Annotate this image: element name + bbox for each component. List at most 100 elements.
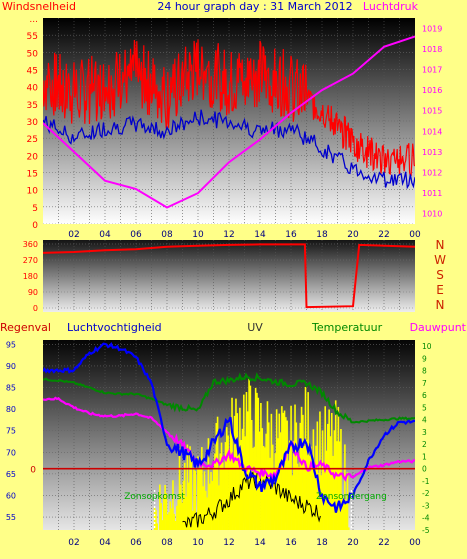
pressure-y-tick: 1014 — [422, 127, 442, 136]
direction-series — [43, 243, 415, 309]
direction-y-tick: 90 — [28, 288, 38, 297]
temperature-y-tick: 8 — [422, 367, 427, 376]
x-tick-label: 12 — [223, 538, 234, 548]
humidity-y-tick: 60 — [6, 491, 16, 500]
climate-series — [43, 342, 415, 530]
wind-series — [43, 35, 415, 209]
x-tick-label: 04 — [99, 230, 111, 240]
wind-y-tick: 35 — [27, 101, 38, 111]
x-tick-label: 18 — [316, 538, 328, 548]
wind-y-tick: 5 — [32, 204, 38, 214]
wind-average-line — [43, 109, 415, 190]
wind-y-tick: 20 — [27, 152, 39, 162]
humidity-y-tick: 85 — [6, 384, 16, 393]
x-tick-label: 14 — [254, 230, 266, 240]
temperature-y-tick: -3 — [422, 501, 430, 510]
pressure-y-tick: 1017 — [422, 66, 442, 75]
wind-direction-line — [43, 243, 415, 309]
temperature-y-tick: 2 — [422, 440, 427, 449]
temperature-y-tick: 4 — [422, 416, 427, 425]
humidity-y-tick: 70 — [6, 448, 16, 457]
wind-y-tick: 15 — [27, 170, 38, 180]
wind-y-tick: 40 — [27, 84, 39, 94]
pressure-y-tick: 1016 — [422, 86, 442, 95]
temperature-y-tick: 5 — [422, 403, 427, 412]
compass-label: S — [436, 268, 444, 282]
wind-y-tick: 25 — [27, 135, 38, 145]
pressure-y-tick: 1015 — [422, 107, 442, 116]
x-tick-label: 18 — [316, 230, 328, 240]
x-tick-label: 02 — [68, 230, 79, 240]
humidity-y-tick: 65 — [6, 470, 16, 479]
pressure-line — [43, 35, 415, 209]
wind-y-tick: 30 — [27, 118, 39, 128]
temperature-y-tick: -5 — [422, 526, 430, 535]
pressure-axis-title: Luchtdruk — [363, 0, 419, 13]
wind-y-tick: 50 — [27, 49, 39, 59]
legend-uv: UV — [247, 321, 263, 334]
compass-label: W — [434, 253, 446, 267]
wind-y-tick: 45 — [27, 67, 38, 77]
legend-humidity: Luchtvochtigheid — [67, 321, 162, 334]
humidity-y-tick: 90 — [6, 362, 16, 371]
pressure-y-tick: 1012 — [422, 169, 442, 178]
compass-label: N — [436, 238, 445, 252]
x-tick-label: 04 — [99, 538, 111, 548]
x-tick-label: 00 — [409, 230, 421, 240]
rain-value-label: 0 — [30, 466, 36, 476]
temperature-y-tick: 6 — [422, 391, 427, 400]
direction-y-tick: 0 — [33, 304, 38, 313]
x-tick-label: 20 — [347, 230, 359, 240]
x-tick-label: 20 — [347, 538, 359, 548]
temperature-line — [43, 372, 415, 424]
legend-rain: Regenval — [0, 321, 51, 334]
temperature-y-tick: 10 — [422, 342, 432, 351]
x-tick-label: 12 — [223, 230, 234, 240]
temperature-y-tick: -4 — [422, 514, 430, 523]
x-tick-label: 22 — [378, 230, 389, 240]
pressure-y-tick: 1019 — [422, 24, 442, 33]
x-tick-label: 08 — [161, 230, 173, 240]
wind-y-tick: 0 — [32, 221, 38, 231]
wind-y-tick: 10 — [27, 187, 39, 197]
legend-dewpoint: Dauwpunt — [410, 321, 467, 334]
x-tick-label: 10 — [192, 230, 204, 240]
x-tick-label: 06 — [130, 230, 142, 240]
legend-temperature: Temperatuur — [311, 321, 383, 334]
temperature-y-tick: 9 — [422, 354, 427, 363]
x-tick-label: 16 — [285, 538, 297, 548]
temperature-y-tick: 3 — [422, 428, 427, 437]
chart-title: 24 hour graph day : 31 March 2012 — [157, 0, 352, 13]
x-tick-label: 08 — [161, 538, 173, 548]
pressure-y-tick: 1011 — [422, 189, 442, 198]
direction-y-tick: 360 — [23, 240, 38, 249]
temperature-y-tick: -1 — [422, 477, 430, 486]
wind-y-tick: 55 — [27, 32, 38, 42]
temperature-y-tick: 1 — [422, 452, 427, 461]
humidity-line — [43, 342, 415, 513]
sunset-label: Zonsondergang — [316, 492, 387, 502]
x-tick-label: 10 — [192, 538, 204, 548]
x-tick-label: 06 — [130, 538, 142, 548]
humidity-y-tick: 95 — [6, 340, 16, 349]
pressure-y-tick: 1013 — [422, 148, 442, 157]
direction-y-tick: 270 — [23, 256, 38, 265]
compass-label: N — [436, 298, 445, 312]
humidity-y-tick: 75 — [6, 427, 16, 436]
temperature-y-tick: 0 — [422, 465, 427, 474]
x-tick-label: 00 — [409, 538, 421, 548]
temperature-y-tick: 7 — [422, 379, 427, 388]
temperature-y-tick: -2 — [422, 489, 430, 498]
humidity-y-tick: 80 — [6, 405, 16, 414]
pressure-y-tick: 1018 — [422, 45, 442, 54]
tick-labels: 0510152025303540455055...101010111012101… — [6, 15, 446, 548]
pressure-y-tick: 1010 — [422, 210, 442, 219]
wind-gust-line — [43, 39, 415, 177]
x-tick-label: 02 — [68, 538, 79, 548]
sunrise-label: Zonsopkomst — [124, 492, 185, 502]
wind-speed-axis-title: Windsnelheid — [2, 0, 76, 13]
direction-y-tick: 180 — [23, 272, 38, 281]
compass-label: E — [436, 283, 444, 297]
